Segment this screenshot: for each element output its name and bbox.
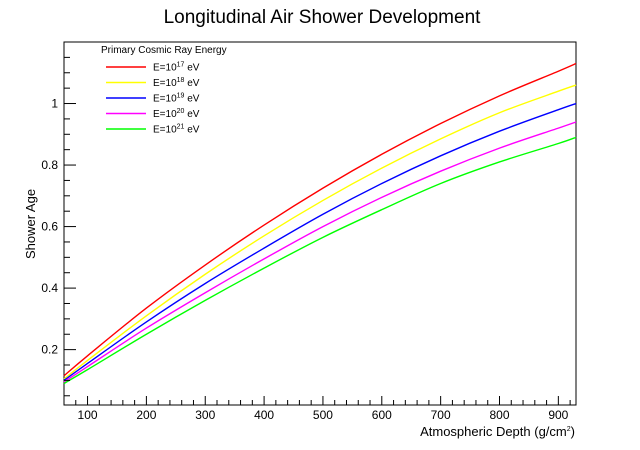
x-tick-label-500: 500 <box>313 408 333 422</box>
x-tick-label-700: 700 <box>431 408 451 422</box>
plot-frame <box>63 41 577 406</box>
x-tick-label-800: 800 <box>489 408 509 422</box>
x-tick-label-400: 400 <box>254 408 274 422</box>
y-tick-label-0.2: 0.2 <box>41 343 58 357</box>
y-tick-label-0.6: 0.6 <box>41 220 58 234</box>
x-tick-label-600: 600 <box>372 408 392 422</box>
legend-label-19: E=1019 eV <box>153 93 200 105</box>
y-tick-label-1: 1 <box>51 97 58 111</box>
series-line-18 <box>63 84 577 380</box>
x-tick-label-300: 300 <box>195 408 215 422</box>
y-tick-label-0.4: 0.4 <box>41 281 58 295</box>
legend-label-21: E=1021 eV <box>153 124 200 136</box>
series-line-20 <box>63 121 577 383</box>
y-axis-label: Shower Age <box>23 189 38 259</box>
series-line-21 <box>63 136 577 385</box>
y-tick-label-0.8: 0.8 <box>41 158 58 172</box>
chart-title: Longitudinal Air Shower Development <box>164 7 482 28</box>
legend-label-20: E=1020 eV <box>153 108 200 120</box>
series-line-17 <box>63 62 577 377</box>
legend-header: Primary Cosmic Ray Energy <box>101 45 227 56</box>
x-axis-label: Atmospheric Depth (g/cm2) <box>420 424 575 439</box>
axis-layer: 100 200 300 400 500 600 700 800 900 0.2 0.4 0.6 0.8 1 <box>41 56 571 422</box>
legend-label-18: E=1018 eV <box>153 77 200 89</box>
series-line-19 <box>63 102 577 381</box>
legend: Primary Cosmic Ray Energy E=1017 eV E=101… <box>101 45 227 136</box>
x-tick-label-100: 100 <box>78 408 98 422</box>
x-tick-label-200: 200 <box>136 408 156 422</box>
x-axis-label-main: Atmospheric Depth (g/cm <box>420 424 567 439</box>
x-tick-label-900: 900 <box>548 408 568 422</box>
x-axis-label-sup: 2 <box>567 426 571 433</box>
x-axis-label-tail: ) <box>571 424 575 439</box>
series-layer <box>63 62 577 385</box>
legend-label-17: E=1017 eV <box>153 62 200 74</box>
